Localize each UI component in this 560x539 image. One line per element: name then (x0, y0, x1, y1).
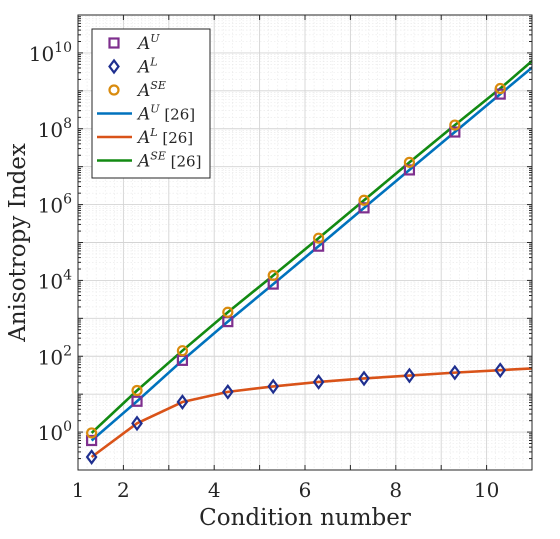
data-point-circle (358, 194, 370, 206)
data-point-circle (403, 156, 416, 168)
legend-label: ASE (136, 79, 166, 101)
y-axis-label: Anisotropy Index (5, 143, 31, 343)
data-point-circle (86, 427, 98, 439)
legend-label: AU [26] (136, 103, 195, 125)
x-tick-label: 4 (208, 478, 221, 502)
y-tick-labels: 100 102 104 106 108 1010 (29, 40, 72, 445)
data-point-diamond (494, 362, 507, 379)
legend-label: AU (136, 32, 160, 54)
legend-label: AL [26] (136, 126, 193, 148)
data-point-square (108, 37, 120, 49)
legend-label: ASE [26] (136, 150, 201, 172)
marker-series-group (85, 82, 507, 465)
x-tick-label: 10 (474, 478, 499, 502)
data-point-diamond (85, 449, 98, 465)
line-series-group (90, 59, 532, 459)
data-point-square (358, 202, 370, 214)
data-point-diamond (403, 367, 416, 384)
legend-box (91, 28, 211, 179)
data-point-diamond (358, 370, 370, 387)
series-line (90, 367, 532, 459)
data-point-circle (267, 269, 279, 282)
series-line (90, 65, 532, 442)
y-tick-label: 1010 (29, 40, 72, 66)
data-point-diamond (267, 378, 280, 395)
x-tick-label: 1 (72, 478, 85, 502)
x-tick-label: 8 (389, 478, 402, 502)
data-point-diamond (448, 364, 461, 381)
data-point-square (403, 164, 416, 176)
y-tick-label: 102 (38, 343, 72, 369)
data-point-circle (176, 345, 189, 357)
y-tick-label: 104 (38, 267, 72, 293)
data-point-square (131, 395, 143, 407)
series-layer (85, 59, 532, 465)
data-point-circle (108, 84, 120, 96)
tick-marks (77, 15, 533, 471)
x-tick-label: 2 (117, 478, 130, 502)
data-point-diamond (221, 383, 234, 400)
series-line (90, 59, 532, 434)
data-point-circle (313, 232, 325, 244)
x-axis-label: Condition number (199, 505, 411, 531)
x-tick-labels: 1 2 4 6 8 10 (72, 478, 500, 502)
data-point-circle (131, 384, 143, 397)
data-point-diamond (312, 374, 325, 390)
data-point-square (494, 88, 506, 100)
data-point-diamond (131, 415, 143, 432)
y-tick-label: 106 (38, 192, 72, 218)
data-point-circle (494, 82, 506, 95)
data-point-circle (449, 119, 461, 131)
data-point-diamond (108, 58, 120, 75)
y-tick-label: 108 (38, 116, 72, 142)
legend-label: AL (136, 56, 158, 78)
y-tick-label: 100 (38, 419, 72, 445)
data-point-circle (222, 306, 234, 318)
data-point-diamond (176, 394, 189, 410)
data-point-square (449, 126, 461, 138)
data-point-square (86, 434, 98, 447)
x-tick-label: 6 (299, 478, 312, 502)
